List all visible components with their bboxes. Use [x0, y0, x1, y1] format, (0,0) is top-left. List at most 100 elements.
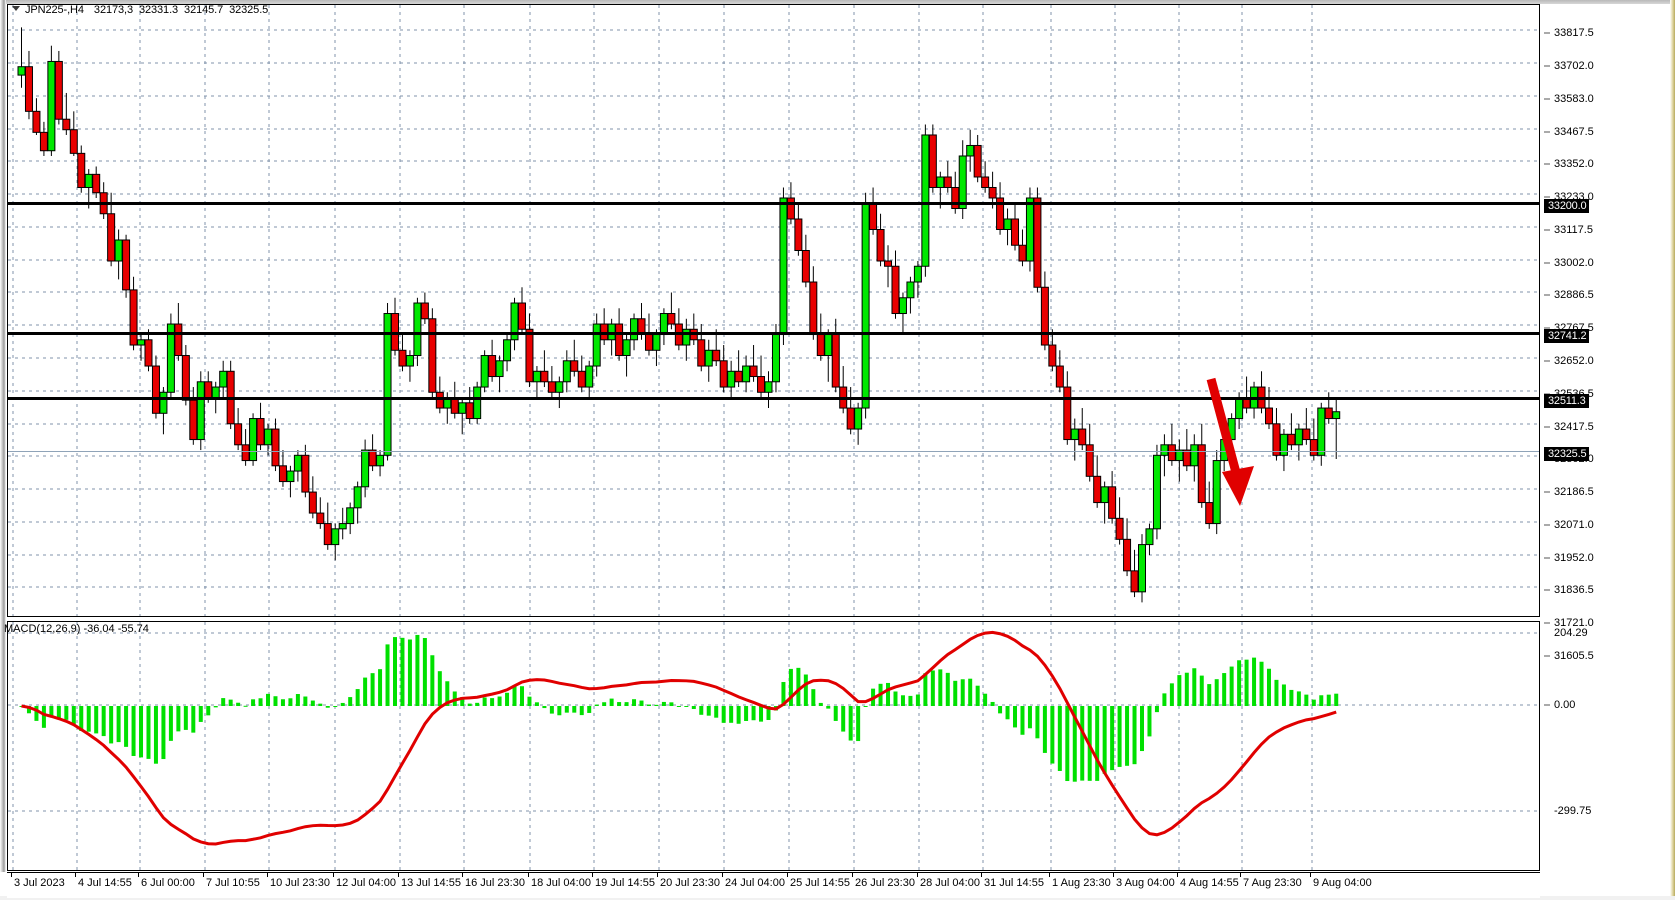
level-line[interactable] [8, 397, 1539, 400]
time-tick-label: 7 Aug 23:30 [1243, 877, 1302, 889]
price-tick-label: 31721.0 [1554, 617, 1594, 629]
time-tick-mark [11, 873, 12, 877]
candlestick-series [17, 27, 1341, 603]
macd-tick-label: 0.00 [1554, 699, 1576, 711]
time-tick-mark [1310, 873, 1311, 877]
time-tick-label: 25 Jul 14:55 [790, 877, 850, 889]
close-value: 32325.5 [229, 4, 269, 16]
last-price-tag[interactable]: 32325.5 [1544, 447, 1590, 461]
price-tick-mark [1544, 229, 1550, 231]
time-tick-label: 10 Jul 23:30 [270, 877, 330, 889]
time-tick-label: 9 Aug 04:00 [1313, 877, 1372, 889]
price-tick-label: 33117.5 [1554, 224, 1593, 236]
price-tick-mark [1544, 622, 1550, 624]
time-tick-label: 1 Aug 23:30 [1052, 877, 1111, 889]
high-value: 32331.3 [138, 4, 179, 16]
price-tick-mark [1544, 196, 1550, 198]
time-tick-mark [398, 873, 399, 877]
price-tick-label: 33467.5 [1554, 126, 1594, 138]
time-tick-label: 16 Jul 23:30 [465, 877, 525, 889]
price-tick-mark [1544, 294, 1550, 296]
level-price-tag[interactable]: 33200.0 [1544, 199, 1590, 213]
time-tick-mark [981, 873, 982, 877]
time-tick-label: 26 Jul 23:30 [855, 877, 915, 889]
level-price-tag[interactable]: 32741.2 [1544, 329, 1590, 343]
time-tick-label: 19 Jul 14:55 [595, 877, 655, 889]
time-tick-label: 4 Jul 14:55 [78, 877, 132, 889]
time-tick-label: 4 Aug 14:55 [1180, 877, 1239, 889]
price-tick-mark [1544, 131, 1550, 133]
price-tick-label: 32186.5 [1554, 486, 1594, 498]
time-tick-mark [1240, 873, 1241, 877]
level-price-tag[interactable]: 32511.3 [1544, 394, 1589, 408]
time-tick-mark [1177, 873, 1178, 877]
price-tick-mark [1544, 655, 1550, 657]
price-tick-label: 31952.0 [1554, 552, 1594, 564]
price-tick-mark [1544, 163, 1550, 165]
time-tick-label: 18 Jul 04:00 [531, 877, 591, 889]
price-tick-mark [1544, 426, 1550, 428]
price-tick-mark [1544, 589, 1550, 591]
price-tick-label: 33817.5 [1554, 27, 1594, 39]
time-tick-mark [462, 873, 463, 877]
time-tick-mark [852, 873, 853, 877]
price-tick-mark [1544, 65, 1550, 67]
down-arrow-annotation[interactable] [8, 5, 1539, 616]
last-price-line [8, 451, 1539, 452]
price-tick-mark [1544, 327, 1550, 329]
price-tick-mark [1544, 557, 1550, 559]
window-frame-left [0, 0, 6, 872]
price-tick-label: 31836.5 [1554, 584, 1594, 596]
price-tick-label: 31605.5 [1554, 650, 1594, 662]
price-chart-panel[interactable] [7, 4, 1540, 617]
macd-series [19, 630, 1339, 846]
time-tick-label: 24 Jul 04:00 [725, 877, 785, 889]
macd-tick-label: -299.75 [1554, 805, 1592, 817]
price-tick-label: 32417.5 [1554, 421, 1594, 433]
price-tick-label: 32886.5 [1554, 289, 1594, 301]
time-tick-label: 12 Jul 04:00 [336, 877, 396, 889]
time-tick-mark [722, 873, 723, 877]
time-tick-mark [267, 873, 268, 877]
window-frame-bottom [0, 896, 1675, 900]
time-tick-label: 31 Jul 14:55 [984, 877, 1044, 889]
time-tick-label: 13 Jul 14:55 [401, 877, 461, 889]
time-tick-mark [787, 873, 788, 877]
time-tick-mark [528, 873, 529, 877]
macd-indicator-panel[interactable] [7, 621, 1540, 871]
triangle-down-icon[interactable] [12, 6, 20, 11]
price-tick-mark [1544, 262, 1550, 264]
time-tick-label: 3 Aug 04:00 [1116, 877, 1175, 889]
price-tick-mark [1544, 32, 1550, 34]
ohlc-values: 32173,3 32331.3 32145.7 32325.5 [94, 4, 274, 16]
time-tick-mark [1049, 873, 1050, 877]
price-scale-axis[interactable]: 33817.5 33702.0 33583.0 33467.5 33352.0 33233… [1540, 4, 1670, 662]
time-tick-mark [138, 873, 139, 877]
price-tick-mark [1544, 98, 1550, 100]
symbol-timeframe-label: JPN225-,H4 [25, 4, 84, 16]
level-line[interactable] [8, 332, 1539, 335]
time-tick-label: 28 Jul 04:00 [920, 877, 980, 889]
window-frame-top [0, 0, 1675, 4]
time-tick-label: 7 Jul 10:55 [206, 877, 260, 889]
low-value: 32145.7 [184, 4, 224, 16]
time-tick-label: 6 Jul 00:00 [141, 877, 195, 889]
macd-header-label: MACD(12,26,9) -36.04 -55.74 [4, 623, 149, 635]
time-tick-mark [917, 873, 918, 877]
chart-header-info: JPN225-,H4 32173,3 32331.3 32145.7 32325.5 [12, 4, 274, 16]
price-tick-label: 33002.0 [1554, 257, 1594, 269]
time-tick-mark [657, 873, 658, 877]
price-tick-mark [1544, 491, 1550, 493]
macd-tick-mark [1544, 704, 1550, 706]
macd-tick-label: 204.29 [1554, 627, 1588, 639]
window-frame-right [1670, 0, 1675, 900]
time-tick-mark [75, 873, 76, 877]
time-tick-mark [333, 873, 334, 877]
price-tick-label: 33702.0 [1554, 60, 1594, 72]
level-line[interactable] [8, 202, 1539, 205]
macd-scale-axis[interactable]: 204.29 0.00 -299.75 [1540, 621, 1670, 871]
price-tick-label: 33352.0 [1554, 158, 1594, 170]
time-axis[interactable]: 3 Jul 2023 4 Jul 14:55 6 Jul 00:00 7 Jul 10… [7, 872, 1540, 898]
price-tick-mark [1544, 524, 1550, 526]
